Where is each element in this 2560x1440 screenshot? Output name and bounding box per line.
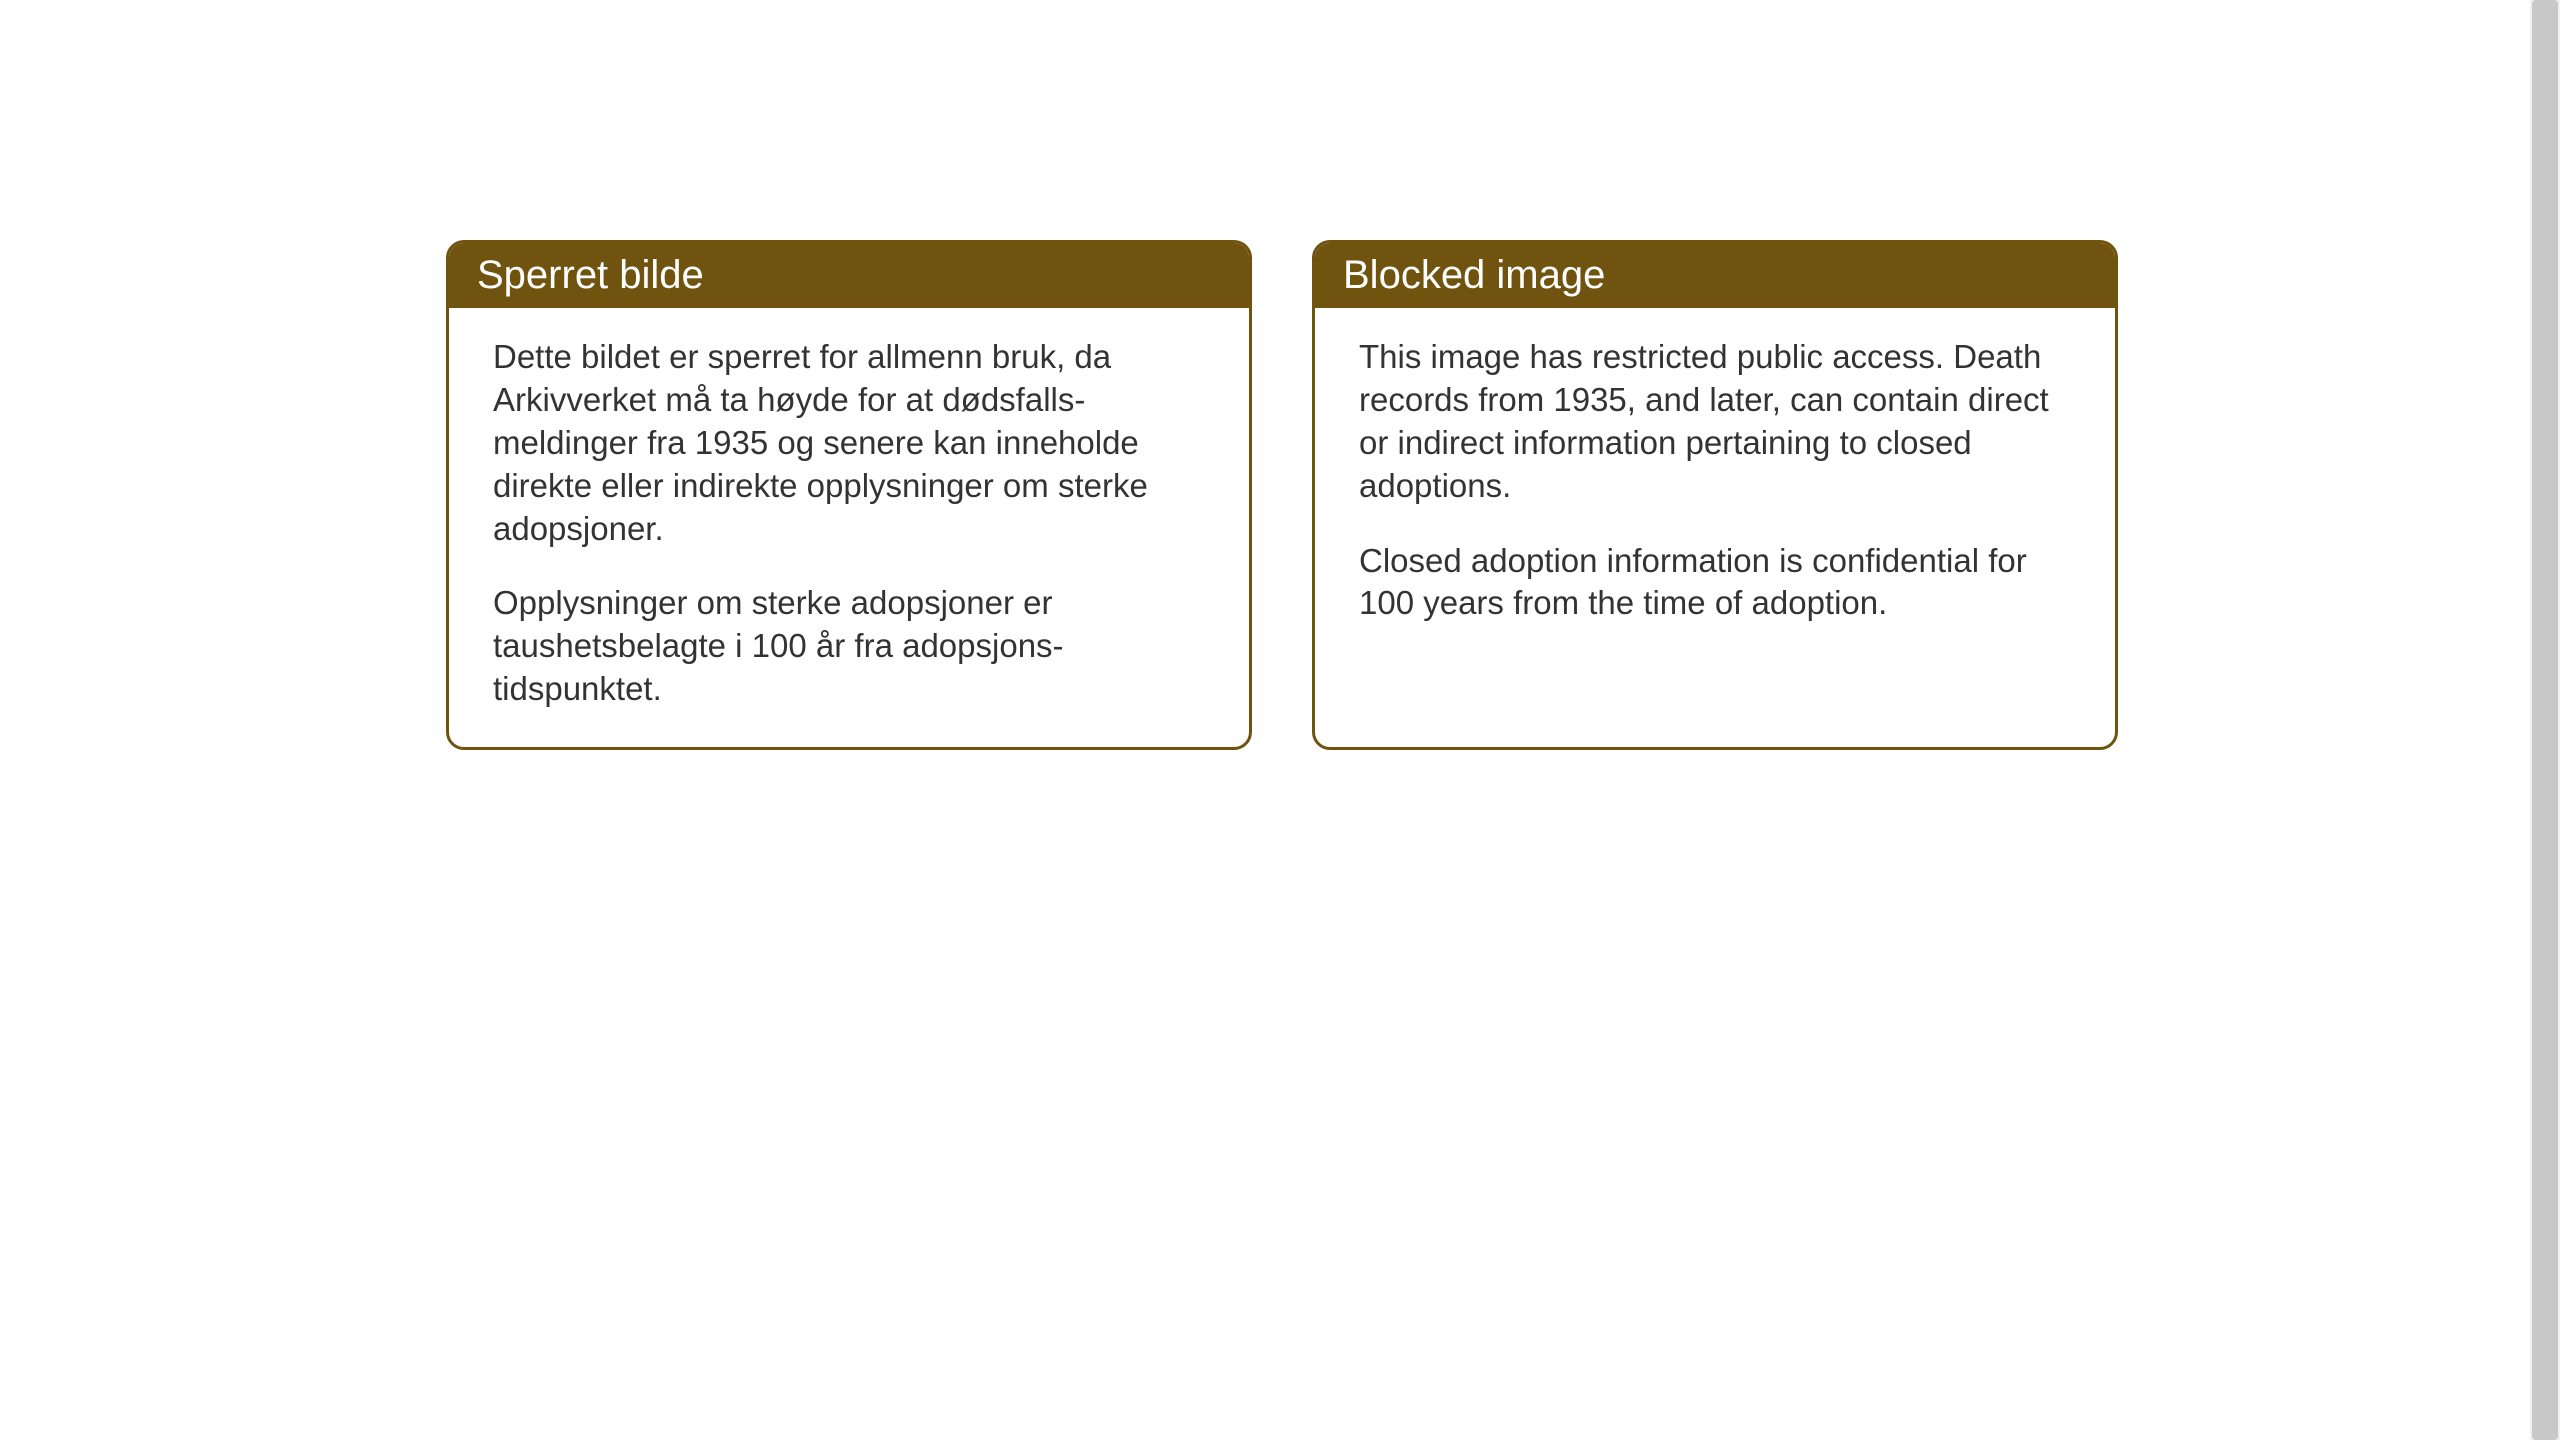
norwegian-info-card: Sperret bilde Dette bildet er sperret fo… bbox=[446, 240, 1252, 750]
norwegian-paragraph-2: Opplysninger om sterke adopsjoner er tau… bbox=[493, 582, 1205, 711]
english-info-card: Blocked image This image has restricted … bbox=[1312, 240, 2118, 750]
norwegian-card-title: Sperret bilde bbox=[449, 243, 1249, 308]
english-paragraph-1: This image has restricted public access.… bbox=[1359, 336, 2071, 508]
norwegian-card-body: Dette bildet er sperret for allmenn bruk… bbox=[449, 308, 1249, 747]
norwegian-paragraph-1: Dette bildet er sperret for allmenn bruk… bbox=[493, 336, 1205, 550]
scrollbar-track[interactable] bbox=[2530, 0, 2560, 1440]
scrollbar-thumb[interactable] bbox=[2532, 0, 2558, 1440]
cards-container: Sperret bilde Dette bildet er sperret fo… bbox=[0, 0, 2560, 750]
english-paragraph-2: Closed adoption information is confident… bbox=[1359, 540, 2071, 626]
english-card-title: Blocked image bbox=[1315, 243, 2115, 308]
english-card-body: This image has restricted public access.… bbox=[1315, 308, 2115, 661]
